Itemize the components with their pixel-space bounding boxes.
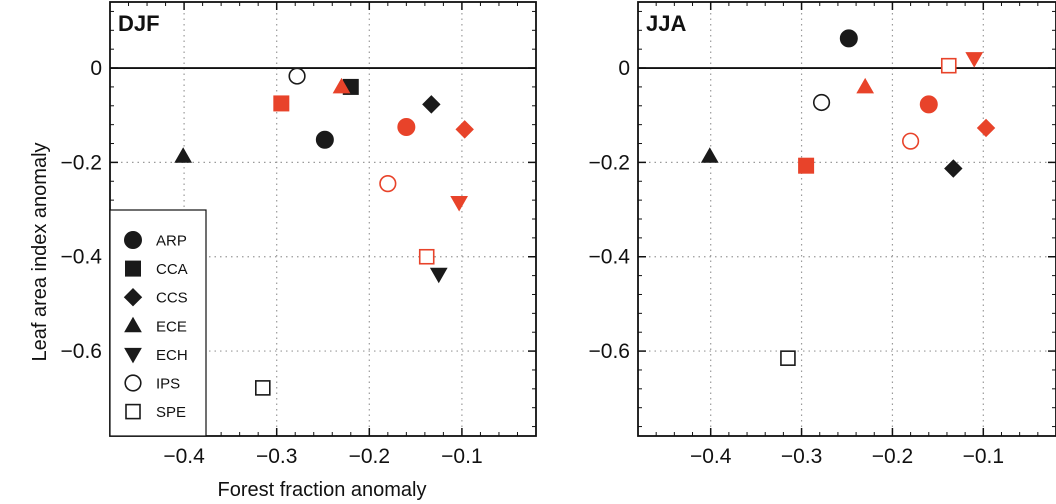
y-tick-label: 0 xyxy=(90,57,102,80)
point-spe-black xyxy=(780,350,796,366)
point-ech-black xyxy=(429,267,448,284)
x-tick-label: −0.3 xyxy=(256,445,297,468)
y-tick-label: 0 xyxy=(618,57,630,80)
point-cca-red xyxy=(798,157,815,174)
legend-label-ece: ECE xyxy=(156,318,187,335)
y-axis-title: Leaf area index anomaly xyxy=(29,142,51,361)
point-ece-black xyxy=(174,147,193,163)
x-tick-label: −0.4 xyxy=(163,445,205,468)
panel-label: DJF xyxy=(118,11,160,36)
point-ech-red xyxy=(450,195,468,212)
x-tick-label: −0.2 xyxy=(349,445,390,468)
legend-marker-ech xyxy=(124,347,142,364)
point-ece-red xyxy=(856,77,875,94)
legend-label-cca: CCA xyxy=(156,261,188,278)
point-ips-black xyxy=(288,67,306,85)
legend-marker-spe xyxy=(125,403,141,420)
point-ccs-red xyxy=(976,118,996,138)
legend-label-ccs: CCS xyxy=(156,290,188,307)
point-spe-black xyxy=(255,380,271,396)
point-arp-red xyxy=(397,118,416,137)
y-tick-label: −0.4 xyxy=(61,246,103,269)
legend-marker-ccs xyxy=(123,287,143,307)
point-cca-red xyxy=(273,95,290,112)
legend-marker-ece xyxy=(124,316,142,333)
legend-label-ips: IPS xyxy=(156,376,180,393)
legend-box xyxy=(109,209,207,437)
x-tick-label: −0.1 xyxy=(963,445,1004,468)
point-arp-red xyxy=(919,95,938,114)
x-axis-title: Forest fraction anomaly xyxy=(218,479,427,501)
point-spe-red xyxy=(418,248,435,265)
y-tick-label: −0.6 xyxy=(61,340,102,363)
legend-marker-ips xyxy=(124,374,142,392)
point-ece-black xyxy=(700,147,719,163)
y-tick-label: −0.2 xyxy=(61,151,102,174)
point-ece-red xyxy=(332,77,351,94)
point-ccs-black xyxy=(422,95,441,114)
point-spe-red xyxy=(940,57,957,74)
panel-djf: −0.4 −0.3 −0.2 −0.1 0 −0.2 −0.4 −0.6 DJF xyxy=(61,1,537,468)
x-tick-label: −0.3 xyxy=(781,445,822,468)
point-arp-black xyxy=(839,29,858,48)
x-tick-label: −0.2 xyxy=(872,445,913,468)
plot-frame xyxy=(637,1,1056,437)
point-ips-red xyxy=(379,175,397,193)
y-tick-label: −0.6 xyxy=(589,340,630,363)
y-tick-label: −0.4 xyxy=(589,246,631,269)
legend-label-spe: SPE xyxy=(156,404,186,421)
x-tick-label: −0.1 xyxy=(441,445,482,468)
legend-label-ech: ECH xyxy=(156,347,188,364)
legend: ARP CCA CCS ECE ECH IPS SPE xyxy=(109,209,207,437)
y-tick-label: −0.2 xyxy=(589,151,630,174)
point-arp-black xyxy=(315,130,334,149)
point-ech-red xyxy=(965,52,984,68)
point-ccs-black xyxy=(944,159,963,178)
legend-marker-arp xyxy=(124,231,142,249)
legend-label-arp: ARP xyxy=(156,233,187,250)
point-ips-black xyxy=(812,93,831,112)
x-tick-label: −0.4 xyxy=(690,445,732,468)
panel-jja: −0.4 −0.3 −0.2 −0.1 0 −0.2 −0.4 −0.6 JJA xyxy=(589,1,1056,468)
point-ccs-red xyxy=(455,120,474,139)
point-ips-red xyxy=(902,132,920,150)
panel-label: JJA xyxy=(646,11,686,36)
legend-marker-cca xyxy=(125,260,141,277)
